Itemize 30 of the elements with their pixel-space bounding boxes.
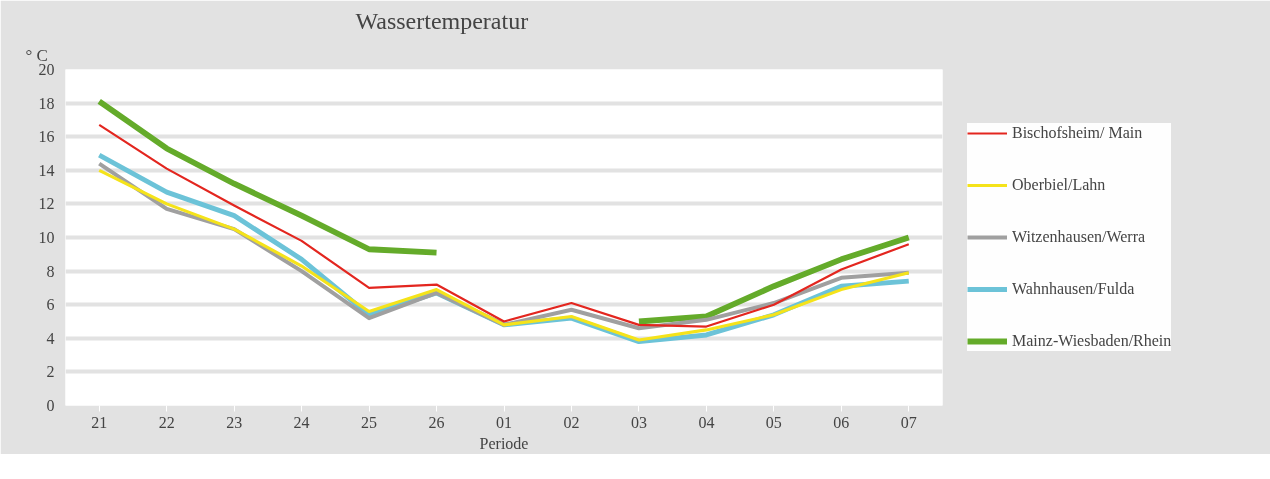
x-axis-title: Periode [479,434,529,452]
legend-label: Bischofsheim/ Main [1012,124,1143,142]
x-tick-label: 04 [698,413,715,431]
y-tick-label: 12 [38,195,55,213]
y-tick-label: 2 [46,363,55,381]
legend-label: Wahnhausen/Fulda [1012,280,1135,298]
y-tick-label: 8 [46,262,55,280]
y-tick-label: 14 [38,161,55,179]
legend-label: Mainz-Wiesbaden/Rhein [1012,332,1172,350]
x-tick-label: 26 [428,413,445,431]
legend-label: Oberbiel/Lahn [1012,176,1106,194]
y-tick-label: 0 [46,397,55,414]
x-tick-label: 06 [833,413,850,431]
y-tick-label: 18 [38,94,55,112]
x-tick-label: 07 [900,413,917,431]
y-tick-label: 10 [38,229,55,246]
x-tick-label: 02 [563,413,580,431]
y-tick-label: 6 [46,296,55,314]
x-tick-label: 22 [158,413,175,431]
x-tick-label: 05 [765,413,782,431]
x-tick-label: 01 [496,413,512,431]
x-tick-label: 23 [226,413,243,431]
legend-label: Witzenhausen/Werra [1012,228,1146,246]
y-tick-label: 4 [46,329,55,347]
x-tick-label: 25 [361,413,378,431]
chart-title: Wassertemperatur [355,7,529,34]
x-tick-label: 24 [293,413,310,431]
x-tick-label: 21 [91,413,108,431]
y-tick-label: 16 [38,128,55,146]
x-tick-label: 03 [630,413,647,431]
